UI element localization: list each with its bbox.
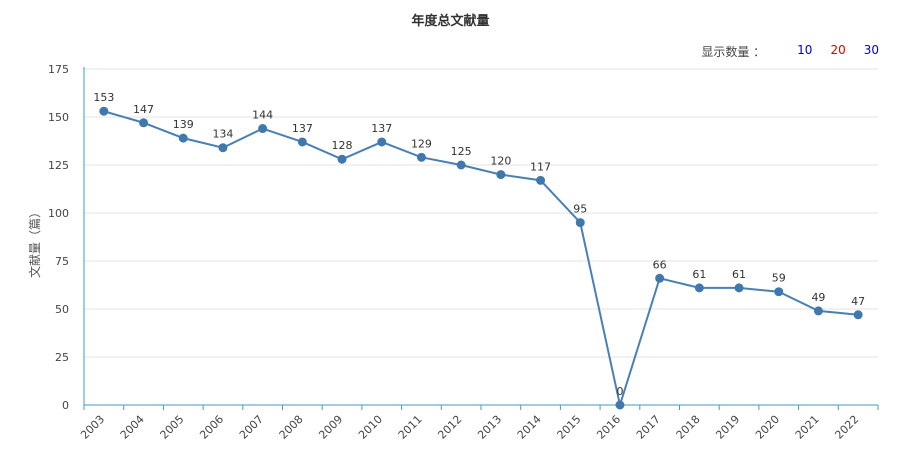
display-count-20-link[interactable]: 20 [830,43,846,57]
x-tick-label: 2010 [356,413,385,442]
x-tick-label: 2007 [237,413,266,442]
data-point[interactable] [496,170,506,180]
y-axis-title: 文献量（篇） [27,206,42,278]
x-tick-label: 2011 [396,413,425,442]
data-point[interactable] [694,283,704,293]
data-point[interactable] [734,283,744,293]
data-label: 120 [490,155,511,168]
x-tick-label: 2019 [713,413,742,442]
data-label: 129 [411,137,432,150]
x-tick-label: 2009 [316,413,345,442]
display-count-label: 显示数量 ： [701,45,766,59]
x-tick-label: 2015 [555,413,584,442]
x-tick-label: 2013 [475,413,504,442]
y-tick-label: 150 [48,111,69,124]
x-tick-label: 2018 [674,413,703,442]
data-point[interactable] [258,124,268,134]
display-count-10-link[interactable]: 10 [797,43,813,57]
x-tick-label: 2003 [78,413,107,442]
data-point[interactable] [297,137,307,147]
y-tick-label: 0 [62,399,69,412]
data-point[interactable] [178,133,188,143]
data-label: 125 [451,145,472,158]
data-label: 61 [692,268,706,281]
x-tick-label: 2012 [435,413,464,442]
data-point[interactable] [536,175,546,185]
data-label: 0 [616,385,623,398]
data-label: 144 [252,109,273,122]
x-tick-label: 2014 [515,413,544,442]
data-label: 134 [212,128,233,141]
data-point[interactable] [99,106,109,116]
series-line [103,110,859,409]
data-point[interactable] [813,306,823,316]
y-tick-label: 125 [48,159,69,172]
y-tick-label: 100 [48,207,69,220]
x-tick-label: 2004 [118,413,147,442]
data-point[interactable] [615,400,625,410]
data-label: 61 [732,268,746,281]
x-tick-label: 2008 [277,413,306,442]
chart-title: 年度总文献量 [411,14,490,29]
data-label: 137 [371,122,392,135]
x-tick-label: 2022 [832,413,861,442]
data-point[interactable] [655,273,665,283]
data-label: 117 [530,160,551,173]
data-label: 95 [573,203,587,216]
data-label: 147 [133,103,154,116]
data-label: 128 [332,139,353,152]
data-label: 59 [772,272,786,285]
grid-lines [84,68,878,358]
y-tick-label: 175 [48,63,69,76]
data-labels: 153 147 139 134 144 137 128 137 129 125 120 117 95 0 6… [93,91,865,398]
x-tick-label: 2021 [793,413,822,442]
data-label: 139 [173,118,194,131]
data-point[interactable] [416,152,426,162]
y-tick-label: 75 [55,255,69,268]
data-point[interactable] [377,137,387,147]
x-tick-label: 2016 [594,413,623,442]
data-label: 47 [851,295,865,308]
y-tick-label: 50 [55,303,69,316]
x-tick-label: 2006 [197,413,226,442]
data-label: 137 [292,122,313,135]
data-point[interactable] [774,287,784,297]
x-tick-label: 2005 [158,413,187,442]
data-point[interactable] [456,160,466,170]
data-label: 153 [93,91,114,104]
x-tick-label: 2020 [753,413,782,442]
data-point[interactable] [853,310,863,320]
data-point[interactable] [575,218,585,228]
y-tick-label: 25 [55,351,69,364]
data-label: 49 [811,291,825,304]
data-label: 66 [653,258,667,271]
x-tick-label: 2017 [634,413,663,442]
data-point[interactable] [218,143,228,153]
data-point[interactable] [139,118,149,128]
data-point[interactable] [337,154,347,164]
display-count-30-link[interactable]: 30 [863,43,879,57]
display-count-controls: 显示数量 ： 10 20 30 [701,43,879,60]
series-line-layer [99,106,863,410]
